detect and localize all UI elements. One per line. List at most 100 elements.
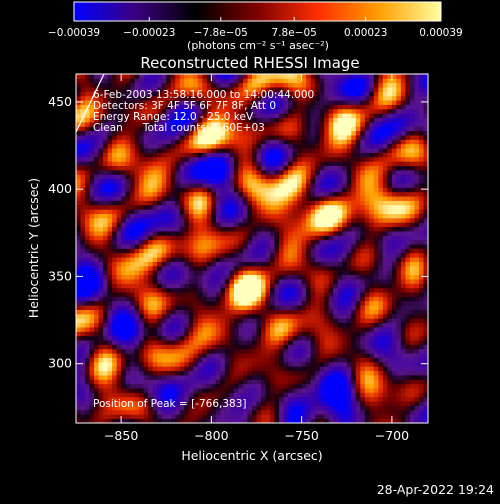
heatmap-cell xyxy=(275,288,280,293)
heatmap-cell xyxy=(297,366,302,371)
heatmap-cell xyxy=(184,301,189,306)
heatmap-cell xyxy=(99,266,104,271)
heatmap-cell xyxy=(329,144,334,149)
heatmap-cell xyxy=(238,283,243,288)
heatmap-cell xyxy=(121,283,126,288)
heatmap-cell xyxy=(90,192,95,197)
heatmap-cell xyxy=(329,201,334,206)
heatmap-cell xyxy=(261,275,266,280)
heatmap-cell xyxy=(216,275,221,280)
heatmap-cell xyxy=(252,231,257,236)
heatmap-cell xyxy=(302,318,307,323)
heatmap-cell xyxy=(257,113,262,118)
heatmap-cell xyxy=(261,205,266,210)
heatmap-cell xyxy=(342,310,347,315)
heatmap-cell xyxy=(180,392,185,397)
heatmap-cell xyxy=(220,253,225,258)
heatmap-cell xyxy=(189,179,194,184)
heatmap-cell xyxy=(311,118,316,123)
heatmap-cell xyxy=(333,257,338,262)
heatmap-cell xyxy=(261,401,266,406)
heatmap-cell xyxy=(324,144,329,149)
heatmap-cell xyxy=(130,310,135,315)
heatmap-cell xyxy=(234,270,239,275)
heatmap-cell xyxy=(347,209,352,214)
heatmap-cell xyxy=(266,305,271,310)
heatmap-cell xyxy=(297,209,302,214)
heatmap-cell xyxy=(139,240,144,245)
heatmap-cell xyxy=(342,174,347,179)
heatmap-cell xyxy=(157,170,162,175)
heatmap-cell xyxy=(225,179,230,184)
heatmap-cell xyxy=(99,296,104,301)
heatmap-cell xyxy=(76,161,81,166)
heatmap-cell xyxy=(225,166,230,171)
heatmap-cell xyxy=(275,275,280,280)
heatmap-cell xyxy=(356,375,361,380)
heatmap-cell xyxy=(324,183,329,188)
heatmap-cell xyxy=(171,388,176,393)
heatmap-cell xyxy=(284,131,289,136)
heatmap-cell xyxy=(81,362,86,367)
heatmap-cell xyxy=(108,410,113,415)
heatmap-cell xyxy=(112,144,117,149)
heatmap-cell xyxy=(293,192,298,197)
heatmap-cell xyxy=(193,240,198,245)
heatmap-cell xyxy=(81,205,86,210)
heatmap-cell xyxy=(284,192,289,197)
heatmap-cell xyxy=(306,109,311,114)
heatmap-cell xyxy=(284,105,289,110)
heatmap-cell xyxy=(193,292,198,297)
heatmap-cell xyxy=(90,336,95,341)
heatmap-cell xyxy=(121,336,126,341)
heatmap-cell xyxy=(293,161,298,166)
heatmap-cell xyxy=(338,113,343,118)
heatmap-cell xyxy=(175,340,180,345)
heatmap-cell xyxy=(148,227,153,232)
heatmap-cell xyxy=(279,118,284,123)
heatmap-cell xyxy=(162,262,167,267)
heatmap-cell xyxy=(81,388,86,393)
heatmap-cell xyxy=(293,275,298,280)
heatmap-cell xyxy=(311,218,316,223)
heatmap-cell xyxy=(306,388,311,393)
heatmap-cell xyxy=(153,262,158,267)
heatmap-cell xyxy=(347,161,352,166)
heatmap-cell xyxy=(324,74,329,79)
heatmap-cell xyxy=(220,344,225,349)
heatmap-cell xyxy=(351,218,356,223)
heatmap-cell xyxy=(76,384,81,389)
heatmap-cell xyxy=(252,144,257,149)
heatmap-cell xyxy=(157,292,162,297)
heatmap-cell xyxy=(81,371,86,376)
heatmap-cell xyxy=(117,240,122,245)
heatmap-cell xyxy=(81,91,86,96)
heatmap-cell xyxy=(81,301,86,306)
heatmap-cell xyxy=(180,214,185,219)
heatmap-cell xyxy=(175,362,180,367)
heatmap-cell xyxy=(297,118,302,123)
heatmap-cell xyxy=(324,288,329,293)
heatmap-cell xyxy=(157,344,162,349)
heatmap-cell xyxy=(315,414,320,419)
heatmap-cell xyxy=(297,397,302,402)
heatmap-cell xyxy=(306,270,311,275)
heatmap-cell xyxy=(247,153,252,158)
heatmap-cell xyxy=(247,292,252,297)
heatmap-cell xyxy=(126,279,131,284)
heatmap-cell xyxy=(216,192,221,197)
heatmap-cell xyxy=(266,366,271,371)
heatmap-cell xyxy=(85,323,90,328)
heatmap-cell xyxy=(270,122,275,127)
heatmap-cell xyxy=(148,340,153,345)
heatmap-cell xyxy=(112,331,117,336)
heatmap-cell xyxy=(261,214,266,219)
heatmap-cell xyxy=(247,218,252,223)
heatmap-cell xyxy=(347,144,352,149)
heatmap-cell xyxy=(157,262,162,267)
heatmap-cell xyxy=(162,371,167,376)
heatmap-cell xyxy=(171,292,176,297)
heatmap-cell xyxy=(90,323,95,328)
heatmap-cell xyxy=(99,310,104,315)
heatmap-cell xyxy=(94,384,99,389)
